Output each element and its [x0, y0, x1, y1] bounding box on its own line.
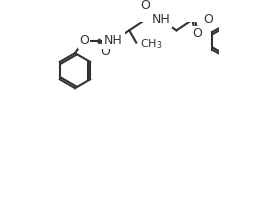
Text: NH: NH — [104, 34, 123, 47]
Text: O: O — [100, 45, 110, 58]
Text: NH: NH — [151, 13, 170, 26]
Text: O: O — [140, 0, 150, 12]
Text: O: O — [79, 34, 89, 47]
Text: CH$_3$: CH$_3$ — [140, 37, 162, 51]
Text: O: O — [193, 27, 203, 40]
Text: O: O — [203, 13, 213, 26]
